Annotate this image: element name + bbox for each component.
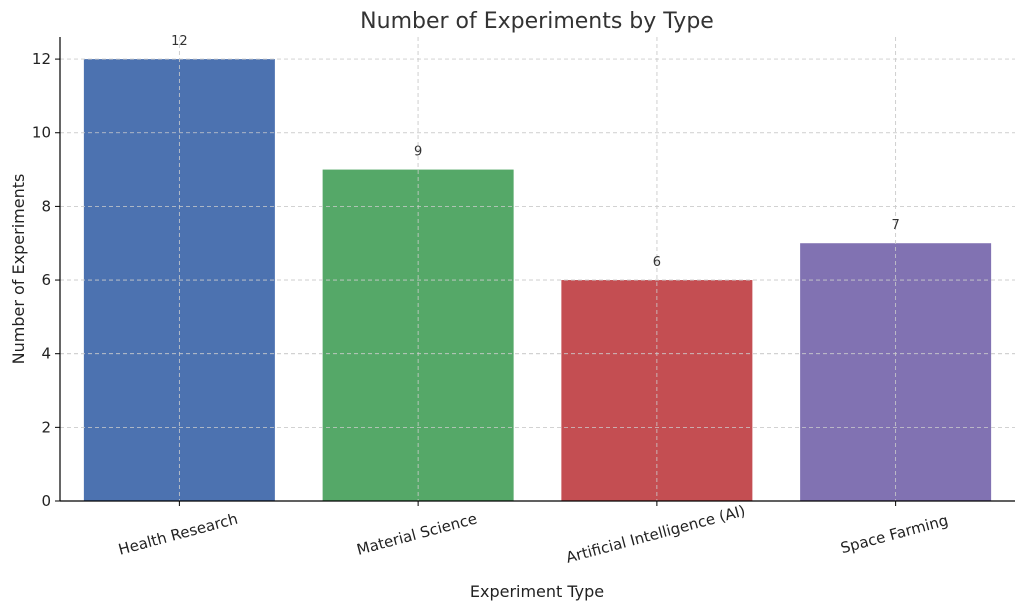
bar-value-label: 7 <box>891 218 899 233</box>
bars-layer <box>60 37 1015 502</box>
bar <box>800 243 992 501</box>
x-tick-label: Health Research <box>116 510 239 559</box>
x-tick-label: Material Science <box>355 509 479 558</box>
x-tick-label: Space Farming <box>839 511 951 557</box>
bar-value-label: 12 <box>171 34 188 49</box>
bar-value-label: 9 <box>414 145 422 160</box>
y-axis-label: Number of Experiments <box>9 174 28 365</box>
labels-layer: 12 9 6 7 <box>171 34 900 270</box>
y-tick-label: 10 <box>32 124 51 142</box>
chart-title: Number of Experiments by Type <box>360 9 714 34</box>
y-tick-label: 0 <box>41 492 51 510</box>
y-tick-label: 4 <box>41 345 51 363</box>
y-tick-label: 6 <box>41 271 51 289</box>
axes-layer <box>59 37 1015 502</box>
y-tick-label: 12 <box>32 50 51 68</box>
x-axis-label: Experiment Type <box>470 582 604 601</box>
y-tick-label: 2 <box>41 418 51 436</box>
bar-value-label: 6 <box>653 255 661 270</box>
y-tick-label: 8 <box>41 197 51 215</box>
x-tick-label: Artificial Intelligence (AI) <box>564 502 747 567</box>
